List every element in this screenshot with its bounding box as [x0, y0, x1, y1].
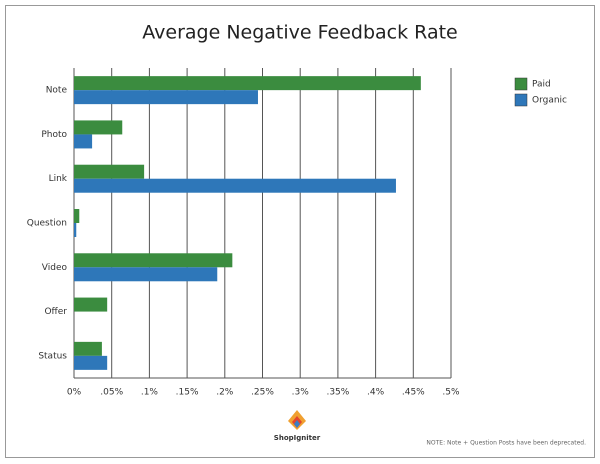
x-tick-label: .25%: [251, 388, 274, 398]
bar: [74, 223, 77, 237]
y-tick-label: Status: [38, 351, 67, 361]
bar: [74, 341, 102, 356]
y-tick-label: Note: [46, 86, 68, 96]
x-tick-label: .05%: [100, 388, 123, 398]
bar: [74, 209, 80, 223]
brand: ShopIgniter: [274, 434, 321, 442]
x-tick-label: 0%: [67, 388, 82, 398]
y-tick-label: Offer: [44, 307, 67, 317]
bar: [74, 253, 233, 268]
footnote: NOTE: Note + Question Posts have been de…: [426, 440, 586, 447]
chart-title: Average Negative Feedback Rate: [142, 22, 457, 44]
y-tick-label: Video: [42, 263, 68, 273]
bar: [74, 297, 108, 312]
bar: [74, 120, 123, 135]
x-tick-label: .5%: [442, 388, 460, 398]
bar: [74, 267, 218, 282]
x-tick-label: .35%: [326, 388, 349, 398]
x-tick-label: .4%: [367, 388, 385, 398]
legend-label: Paid: [532, 80, 551, 90]
bar: [74, 76, 421, 91]
legend-label: Organic: [532, 96, 567, 106]
y-tick-label: Photo: [41, 130, 67, 140]
bar: [74, 164, 145, 179]
bar: [74, 178, 396, 193]
bar: [74, 90, 258, 105]
x-tick-label: .15%: [176, 388, 199, 398]
x-tick-label: .45%: [402, 388, 425, 398]
bar: [74, 134, 93, 149]
legend-swatch: [514, 77, 528, 91]
x-tick-label: .2%: [216, 388, 234, 398]
y-tick-label: Question: [27, 219, 67, 229]
y-tick-label: Link: [49, 174, 68, 184]
brand-logo: [288, 410, 306, 430]
x-tick-label: .3%: [292, 388, 310, 398]
bar: [74, 355, 108, 370]
x-tick-label: .1%: [141, 388, 159, 398]
legend-swatch: [514, 93, 528, 107]
